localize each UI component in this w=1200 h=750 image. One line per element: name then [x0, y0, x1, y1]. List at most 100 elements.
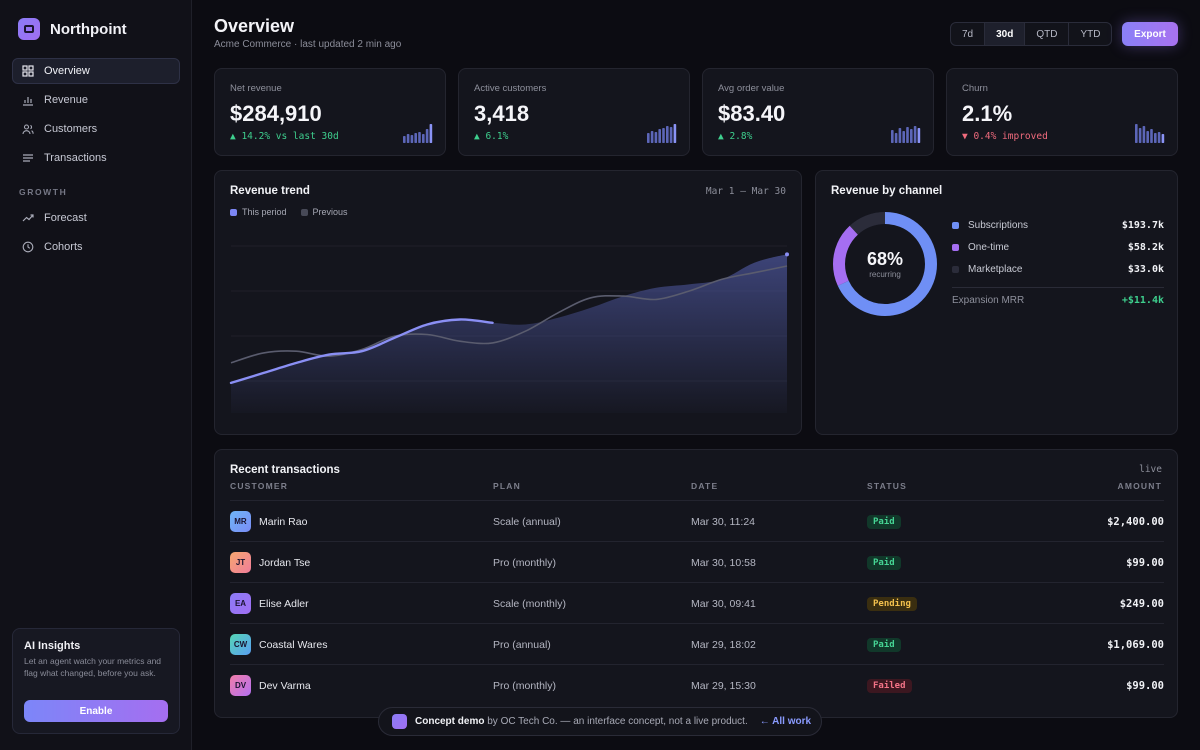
- ai-insights-card: AI Insights Let an agent watch your metr…: [12, 628, 180, 734]
- sparkline-bar: [891, 130, 894, 143]
- legend-item-this-period[interactable]: This period: [230, 207, 287, 217]
- column-header-status[interactable]: STATUS: [867, 481, 907, 491]
- sparkline-bar: [658, 129, 661, 143]
- sparkline-bar: [673, 124, 677, 143]
- plan-cell: Pro (annual): [493, 638, 551, 651]
- table-row[interactable]: JT Jordan Tse Pro (monthly) Mar 30, 10:58 Pa…: [230, 541, 1164, 582]
- brand[interactable]: Northpoint: [18, 18, 127, 40]
- sparkline-bar: [1150, 129, 1153, 143]
- kpi-card-churn: Churn 2.1% ▼ 0.4% improved: [946, 68, 1178, 156]
- sidebar-nav: Overview Revenue Customers Transactions …: [12, 58, 180, 263]
- sidebar-item-transactions[interactable]: Transactions: [12, 145, 180, 171]
- sidebar-item-label: Cohorts: [44, 241, 83, 253]
- kpi-sparkline: [891, 126, 921, 143]
- kpi-value: 2.1%: [962, 101, 1013, 126]
- live-indicator: live: [1139, 464, 1162, 475]
- status-badge: Paid: [867, 555, 901, 570]
- status-badge: Paid: [867, 637, 901, 652]
- brand-name: Northpoint: [50, 20, 127, 38]
- kpi-sparkline: [1135, 124, 1165, 143]
- kpi-card-net-revenue: Net revenue $284,910 ▲ 14.2% vs last 30d: [214, 68, 446, 156]
- range-7d-button[interactable]: 7d: [951, 23, 986, 45]
- sidebar-item-cohorts[interactable]: Cohorts: [12, 234, 180, 260]
- this-period-series-line[interactable]: [229, 318, 494, 385]
- legend-item-previous[interactable]: Previous: [300, 207, 348, 217]
- range-30d-button[interactable]: 30d: [985, 23, 1026, 45]
- customer-name: Marin Rao: [259, 515, 308, 528]
- page-subtitle: Acme Commerce · last updated 2 min ago: [214, 39, 402, 50]
- channel-row-marketplace[interactable]: Marketplace $33.0k: [952, 264, 1164, 275]
- channel-value: $33.0k: [1127, 264, 1164, 275]
- customer-name: Elise Adler: [259, 597, 309, 610]
- donut-segment[interactable]: [833, 212, 937, 316]
- customer-cell: CW Coastal Wares: [230, 624, 327, 665]
- channel-row-subscriptions[interactable]: Subscriptions $193.7k: [952, 220, 1164, 231]
- range-qtd-button[interactable]: QTD: [1025, 23, 1070, 45]
- customer-cell: EA Elise Adler: [230, 583, 309, 624]
- column-header-amount[interactable]: AMOUNT: [1117, 481, 1162, 491]
- channel-donut-chart[interactable]: [830, 209, 940, 319]
- all-work-link[interactable]: ← All work: [759, 716, 812, 727]
- channel-name: Marketplace: [968, 264, 1023, 275]
- range-ytd-button[interactable]: YTD: [1080, 28, 1101, 40]
- sparkline-bar: [1146, 131, 1149, 143]
- sparkline-bar: [403, 136, 406, 143]
- customer-cell: JT Jordan Tse: [230, 542, 310, 583]
- sparkline-bar: [902, 131, 905, 143]
- legend-swatch: [300, 208, 308, 216]
- sparkline-bar: [1157, 132, 1161, 143]
- sparkline-bar: [894, 133, 898, 143]
- legend-label: This period: [242, 207, 287, 217]
- revenue-trend-chart[interactable]: [215, 171, 803, 436]
- date-cell: Mar 30, 09:41: [691, 597, 756, 610]
- sidebar-item-label: Customers: [44, 123, 98, 135]
- sidebar-item-label: Revenue: [44, 94, 89, 106]
- sparkline-bar: [410, 135, 414, 143]
- series-end-point[interactable]: [785, 252, 789, 257]
- sparkline-bar: [425, 129, 429, 143]
- table-row[interactable]: CW Coastal Wares Pro (annual) Mar 29, 18:02…: [230, 623, 1164, 664]
- table-row[interactable]: DV Dev Varma Pro (monthly) Mar 29, 15:30 Fai…: [230, 664, 1164, 705]
- status-badge: Failed: [867, 678, 912, 693]
- kpi-label: Active customers: [474, 83, 547, 94]
- column-header-customer[interactable]: CUSTOMER: [230, 481, 289, 491]
- export-button[interactable]: Export: [1122, 22, 1178, 46]
- channel-row-one-time[interactable]: One-time $58.2k: [952, 242, 1164, 253]
- kpi-delta: ▲ 2.8%: [718, 131, 753, 142]
- legend-label: Previous: [312, 207, 348, 217]
- donut-value: 68%: [866, 249, 904, 269]
- sidebar-item-label: Forecast: [44, 212, 87, 224]
- sidebar-item-customers[interactable]: Customers: [12, 116, 180, 142]
- column-header-date[interactable]: DATE: [691, 481, 719, 491]
- sparkline-bar: [1142, 126, 1146, 143]
- channel-value: $58.2k: [1127, 242, 1164, 253]
- sparkline-bar: [662, 128, 665, 143]
- donut-segment[interactable]: [833, 212, 937, 316]
- avatar: EA: [230, 593, 251, 614]
- column-header-plan[interactable]: PLAN: [493, 481, 521, 491]
- sidebar-item-forecast[interactable]: Forecast: [12, 205, 180, 231]
- plan-cell: Pro (monthly): [493, 679, 557, 692]
- expansion-value: +$11.4k: [1121, 295, 1164, 306]
- channel-divider: [952, 287, 1164, 288]
- avatar: JT: [230, 552, 251, 573]
- table-row[interactable]: EA Elise Adler Scale (monthly) Mar 30, 09:4…: [230, 582, 1164, 623]
- enable-button[interactable]: Enable: [24, 700, 168, 722]
- channel-swatch: [952, 266, 959, 273]
- users-icon: [22, 124, 34, 135]
- channel-name: One-time: [968, 242, 1010, 253]
- sidebar-item-overview[interactable]: Overview: [12, 58, 180, 84]
- sidebar-item-revenue[interactable]: Revenue: [12, 87, 180, 113]
- kpi-card-avg-order-value: Avg order value $83.40 ▲ 2.8%: [702, 68, 934, 156]
- concept-demo-banner: Concept demo by OC Tech Co. — an interfa…: [378, 707, 822, 736]
- status-cell: Pending: [867, 583, 917, 624]
- avatar: CW: [230, 634, 251, 655]
- ai-insights-title: AI Insights: [24, 640, 81, 652]
- nav-section-growth: GROWTH: [19, 187, 68, 197]
- sparkline-bar: [898, 128, 902, 143]
- brand-logo-icon: [18, 18, 40, 40]
- customer-name: Dev Varma: [259, 679, 311, 692]
- channel-swatch: [952, 222, 959, 229]
- page-title: Overview: [214, 16, 295, 36]
- table-row[interactable]: MR Marin Rao Scale (annual) Mar 30, 11:24 Pa…: [230, 500, 1164, 541]
